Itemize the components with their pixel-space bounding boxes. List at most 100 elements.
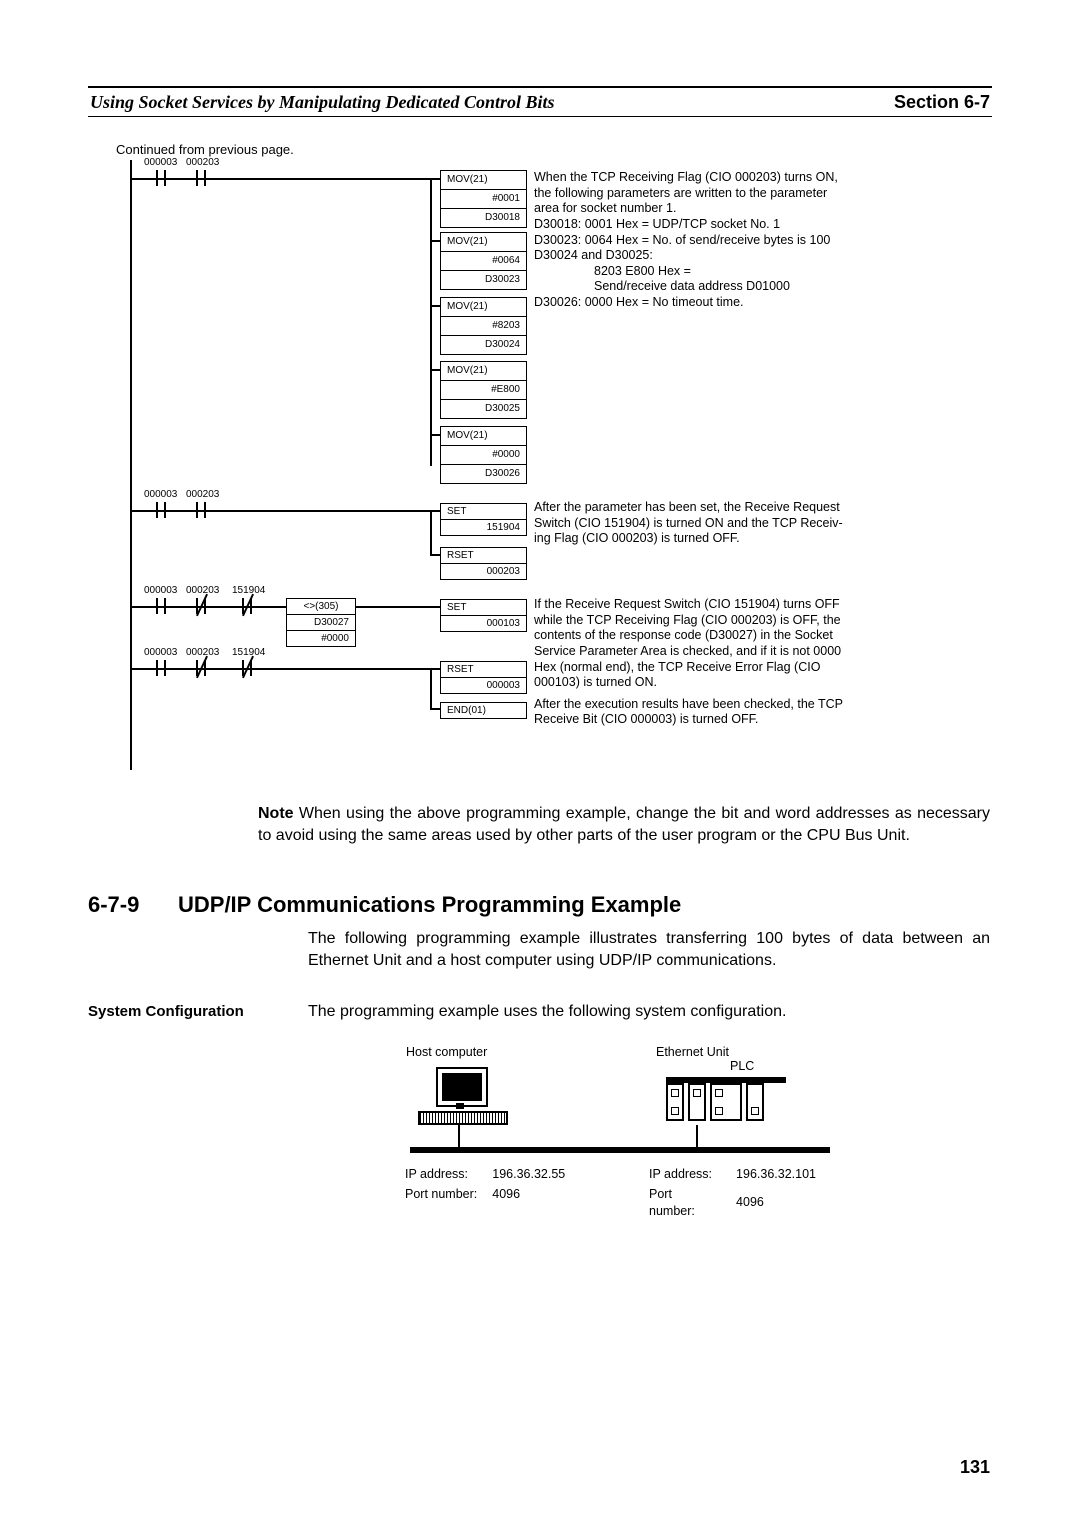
inst-op: MOV(21) (441, 362, 526, 380)
wire (430, 606, 440, 608)
system-config-diagram: Host computer Ethernet Unit PLC IP addre… (400, 1035, 830, 1195)
body-679: The following programming example illust… (308, 928, 990, 971)
port-label: Port number: (404, 1185, 489, 1203)
inst-operand: 000103 (441, 615, 526, 631)
exp-line: After the execution results have been ch… (534, 697, 984, 713)
inst-op: END(01) (441, 703, 526, 718)
wire (430, 434, 440, 436)
plc-ip: 196.36.32.101 (735, 1165, 828, 1183)
wire (430, 510, 440, 512)
contact-nc (192, 660, 210, 676)
exp-line: area for socket number 1. (534, 201, 984, 217)
compare-instruction: <>(305) D30027 #0000 (286, 598, 356, 647)
header-section-right: Section 6-7 (894, 92, 990, 113)
exp-line: the following parameters are written to … (534, 186, 984, 202)
exp-line: Send/receive data address D01000 (534, 279, 984, 295)
rung (130, 178, 440, 180)
inst-operand: #0000 (441, 445, 526, 464)
heading-title: UDP/IP Communications Programming Exampl… (178, 892, 681, 917)
rung (354, 606, 440, 608)
inst-op: MOV(21) (441, 171, 526, 189)
exp-line: When the TCP Receiving Flag (CIO 000203)… (534, 170, 984, 186)
inst-op: SET (441, 600, 526, 615)
wire (430, 369, 440, 371)
wire (430, 305, 440, 307)
exp-line: D30018: 0001 Hex = UDP/TCP socket No. 1 (534, 217, 984, 233)
inst-operand: D30018 (441, 208, 526, 227)
contact-no (152, 170, 170, 186)
inst-op: RSET (441, 662, 526, 677)
vertical-wire (430, 178, 432, 466)
inst-operand: D30024 (441, 335, 526, 354)
host-computer-label: Host computer (406, 1045, 487, 1059)
exp-line: D30026: 0000 Hex = No timeout time. (534, 295, 984, 311)
contact-label: 151904 (232, 647, 265, 658)
plc-ip-block: IP address:196.36.32.101 Port number:409… (646, 1163, 830, 1222)
inst-operand: #8203 (441, 316, 526, 335)
contact-nc (238, 598, 256, 614)
ip-label: IP address: (648, 1165, 733, 1183)
ethernet-unit-label: Ethernet Unit (656, 1045, 729, 1059)
rset-instruction: RSET 000003 (440, 661, 527, 694)
contact-label: 000003 (144, 585, 177, 596)
contact-nc (238, 660, 256, 676)
inst-op: MOV(21) (441, 427, 526, 445)
inst-operand: #E800 (441, 380, 526, 399)
wire (430, 240, 440, 242)
inst-operand: 000203 (441, 563, 526, 579)
contact-label: 000003 (144, 157, 177, 168)
mov-instruction: MOV(21) #0001 D30018 (440, 170, 527, 228)
contact-label: 000003 (144, 489, 177, 500)
rung (130, 668, 440, 670)
inst-operand: 000003 (441, 677, 526, 693)
explanation-block-1: When the TCP Receiving Flag (CIO 000203)… (534, 170, 984, 311)
explanation-block-2: After the parameter has been set, the Re… (534, 500, 984, 547)
exp-line: Switch (CIO 151904) is turned ON and the… (534, 516, 984, 532)
wire (430, 178, 440, 180)
wire (430, 708, 440, 710)
exp-line: D30024 and D30025: (534, 248, 984, 264)
page: Using Socket Services by Manipulating De… (0, 0, 1080, 1528)
port-label: Port number: (648, 1185, 733, 1220)
ip-label: IP address: (404, 1165, 489, 1183)
inst-op: RSET (441, 548, 526, 563)
inst-operand: D30023 (441, 270, 526, 289)
inst-operand: D30027 (287, 614, 355, 630)
note-text: When using the above programming example… (258, 805, 990, 844)
inst-op: MOV(21) (441, 298, 526, 316)
inst-op: <>(305) (287, 599, 355, 614)
heading-number: 6-7-9 (88, 892, 178, 918)
exp-line: contents of the response code (D30027) i… (534, 628, 984, 644)
network-bus (410, 1147, 830, 1153)
contact-nc (192, 598, 210, 614)
exp-line: 8203 E800 Hex = (534, 264, 984, 280)
plc-port: 4096 (735, 1185, 828, 1220)
inst-op: MOV(21) (441, 233, 526, 251)
page-number: 131 (960, 1457, 990, 1478)
mov-instruction: MOV(21) #0064 D30023 (440, 232, 527, 290)
host-ip-block: IP address:196.36.32.55 Port number:4096 (402, 1163, 579, 1206)
inst-operand: #0001 (441, 189, 526, 208)
set-instruction: SET 151904 (440, 503, 527, 536)
heading-679: 6-7-9UDP/IP Communications Programming E… (88, 892, 681, 918)
contact-label: 000203 (186, 157, 219, 168)
mov-instruction: MOV(21) #8203 D30024 (440, 297, 527, 355)
inst-operand: D30026 (441, 464, 526, 483)
running-header: Using Socket Services by Manipulating De… (88, 86, 992, 117)
contact-label: 000203 (186, 489, 219, 500)
contact-label: 000003 (144, 647, 177, 658)
set-instruction: SET 000103 (440, 599, 527, 632)
left-rail (130, 160, 132, 770)
system-config-text: The programming example uses the followi… (308, 1003, 990, 1021)
inst-operand: #0064 (441, 251, 526, 270)
exp-line: Receive Bit (CIO 000003) is turned OFF. (534, 712, 984, 728)
rset-instruction: RSET 000203 (440, 547, 527, 580)
exp-line: After the parameter has been set, the Re… (534, 500, 984, 516)
contact-no (152, 502, 170, 518)
continued-label: Continued from previous page. (116, 142, 294, 157)
contact-label: 000203 (186, 647, 219, 658)
contact-label: 151904 (232, 585, 265, 596)
host-computer-icon (418, 1067, 508, 1127)
exp-line: Hex (normal end), the TCP Receive Error … (534, 660, 984, 676)
explanation-block-3: If the Receive Request Switch (CIO 15190… (534, 597, 984, 728)
